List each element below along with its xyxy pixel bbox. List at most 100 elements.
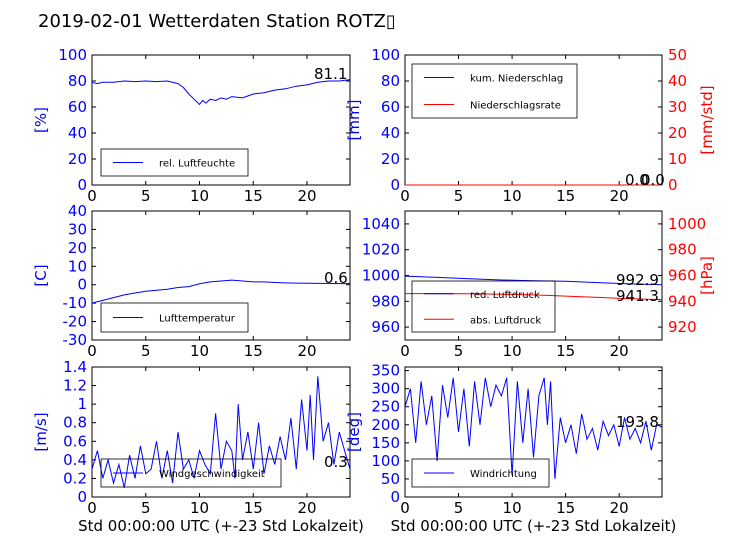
x-tick-label: 15 — [244, 342, 263, 360]
x-tick-label: 0 — [87, 187, 97, 205]
x-tick-label: 5 — [141, 342, 151, 360]
legend-box — [411, 63, 578, 119]
y-tick-label: 20 — [68, 150, 87, 168]
y-tick-label: 1 — [77, 395, 87, 413]
y-tick-label: 0.8 — [63, 414, 87, 432]
panel-p1: 0 5 10 15 20 0 20 40 60 80 100 [%] rel. Luftfeuchte 8… — [32, 46, 351, 205]
y-tick-label: 100 — [371, 46, 400, 64]
series-line-rel-luftfeuchte — [91, 79, 351, 106]
x-tick-label: 20 — [297, 499, 316, 517]
y-tick-label: 40 — [381, 124, 400, 142]
x-tick-label: 20 — [297, 187, 316, 205]
legend-box — [100, 458, 282, 488]
x-tick-label: 5 — [141, 187, 151, 205]
x-tick-label: 10 — [190, 342, 209, 360]
x-tick-label: 20 — [297, 342, 316, 360]
plot-frame — [91, 210, 351, 341]
legend-label: rel. Luftfeuchte — [159, 159, 235, 170]
legend-label: Windrichtung — [470, 469, 537, 480]
x-tick-label: 10 — [190, 499, 209, 517]
series-line-lufttemperatur — [91, 279, 350, 304]
y-tick-label: 960 — [371, 318, 400, 336]
y-tick-label: 0 — [77, 276, 87, 294]
x-tick-label: 10 — [503, 187, 522, 205]
last-value-label-secondary: 941.3 — [616, 287, 659, 305]
x-tick-label: 15 — [556, 342, 575, 360]
x-tick-label: 5 — [454, 499, 464, 517]
y-tick-label: -10 — [63, 294, 88, 312]
plot-frame — [91, 366, 351, 498]
y-tick-label: 150 — [371, 434, 400, 452]
y-tick-label: 80 — [381, 72, 400, 90]
x-tick-label: 5 — [454, 187, 464, 205]
series-line-windrichtung — [404, 377, 663, 479]
x-tick-label: 15 — [556, 187, 575, 205]
x-tick-label: 0 — [400, 187, 410, 205]
x-tick-label: 10 — [503, 342, 522, 360]
y2-tick-label: 920 — [668, 318, 697, 336]
x-tick-label: 0 — [87, 342, 97, 360]
x-tick-label: 0 — [400, 499, 410, 517]
y-tick-label: 1000 — [362, 267, 400, 285]
y-tick-label: 0.2 — [63, 469, 87, 487]
panel-p3: 0 5 10 15 20-30-20-10010203040[C]Lufttempera… — [32, 202, 351, 360]
y-tick-label: 10 — [68, 257, 87, 275]
last-value-label: 0.3 — [324, 453, 348, 471]
y-tick-label: 0 — [77, 176, 87, 194]
y-tick-label: 100 — [371, 452, 400, 470]
y-tick-label: 20 — [68, 239, 87, 257]
x-tick-label: 15 — [244, 187, 263, 205]
y2-tick-label: 30 — [668, 98, 687, 116]
last-value-label: 81.1 — [314, 65, 347, 83]
y-tick-label: 0 — [390, 488, 400, 506]
y-tick-label: 20 — [381, 150, 400, 168]
y2-tick-label: 940 — [668, 292, 697, 310]
legend-label: kum. Niederschlag — [470, 74, 563, 85]
last-value-label: 0.0 — [625, 171, 649, 189]
y2-tick-label: 10 — [668, 150, 687, 168]
y-tick-label: 1020 — [362, 241, 400, 259]
y-tick-label: 60 — [381, 98, 400, 116]
y2-tick-label: 50 — [668, 46, 687, 64]
y2-tick-label: 0 — [668, 176, 678, 194]
y-axis-label: [C] — [32, 264, 50, 286]
x-tick-label: 20 — [610, 499, 629, 517]
x-tick-label: 20 — [610, 342, 629, 360]
series-line-windgeschwindigkeit — [91, 376, 351, 488]
legend-label: abs. Luftdruck — [470, 315, 541, 326]
y2-axis-label: [mm/std] — [698, 85, 716, 154]
plot-frame — [404, 366, 663, 498]
y2-axis-label: [hPa] — [698, 256, 716, 295]
y-tick-label: 350 — [371, 362, 400, 380]
y-tick-label: 1.2 — [63, 377, 87, 395]
last-value-label: 0.6 — [324, 269, 348, 287]
y-tick-label: 200 — [371, 416, 400, 434]
y-tick-label: 1040 — [362, 215, 400, 233]
last-value-label-secondary: 0.0 — [641, 171, 665, 189]
legend-label: Lufttemperatur — [159, 314, 236, 325]
y-tick-label: -20 — [63, 313, 88, 331]
y-tick-label: 0.6 — [63, 432, 87, 450]
x-tick-label: 10 — [190, 187, 209, 205]
plot-frame — [91, 54, 351, 186]
y-axis-label: [m/s] — [32, 412, 50, 451]
y-tick-label: 50 — [381, 470, 400, 488]
x-tick-label: 20 — [610, 187, 629, 205]
panel-p2: 0 5 10 15 20 0 20 40 60 80 100 0 10 20 30 40 50 [mm] [mm/s… — [345, 46, 716, 205]
y-tick-label: 100 — [58, 46, 87, 64]
y-tick-label: 0.4 — [63, 451, 87, 469]
x-tick-label: 0 — [400, 342, 410, 360]
y-tick-label: 0 — [77, 488, 87, 506]
y2-tick-label: 20 — [668, 124, 687, 142]
y-tick-label: 980 — [371, 292, 400, 310]
y2-tick-label: 40 — [668, 72, 687, 90]
x-axis-label: Std 00:00:00 UTC (+-23 Std Lokalzeit) — [391, 517, 677, 535]
y2-tick-label: 980 — [668, 241, 697, 259]
y-tick-label: 80 — [68, 72, 87, 90]
x-tick-label: 15 — [556, 499, 575, 517]
y-tick-label: 30 — [68, 220, 87, 238]
legend-box — [411, 280, 556, 333]
y-tick-label: 40 — [68, 202, 87, 220]
